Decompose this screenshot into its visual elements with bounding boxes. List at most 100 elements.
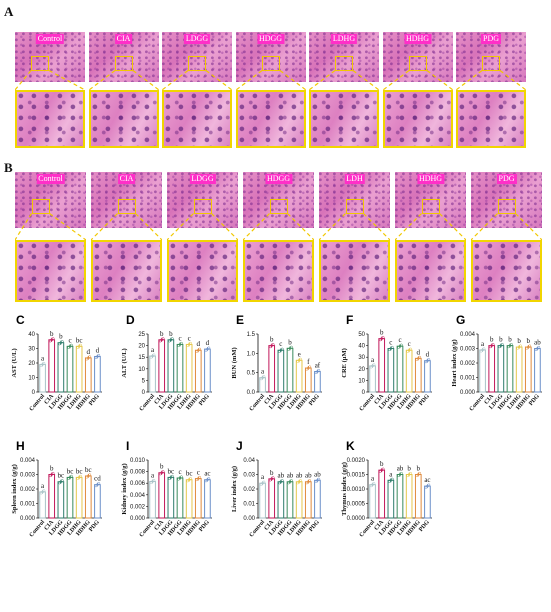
panel-b-tile-label: CIA <box>117 174 136 184</box>
significance-label: a <box>41 482 45 490</box>
data-point <box>482 347 486 351</box>
x-category-label: PDG <box>308 519 321 533</box>
data-point <box>189 341 192 345</box>
data-point <box>400 343 403 347</box>
significance-label: ac <box>204 470 210 478</box>
y-axis-label: Thymus index (g/g) <box>341 462 348 516</box>
data-point <box>180 475 183 479</box>
panel-a-tile-4: HDGG <box>235 32 306 82</box>
bar <box>39 363 46 393</box>
significance-label: ab <box>534 338 541 346</box>
bar <box>194 349 202 393</box>
bar <box>176 477 184 519</box>
significance-label: b <box>59 333 63 341</box>
data-point <box>290 479 293 482</box>
significance-label: b <box>169 330 173 338</box>
y-tick-label: 0 <box>362 390 366 396</box>
chart-c: C 0 10 20 30 40 AST (U/L) a Control b CIA b LDGG c HDG… <box>8 312 108 432</box>
panel-a-roi-box <box>335 55 353 71</box>
panel-a-tile-1: Control <box>15 32 85 82</box>
bar <box>176 343 184 393</box>
significance-label: d <box>96 346 100 354</box>
bar <box>75 345 83 393</box>
chart-i: I 0.000 0.002 0.004 0.006 0.008 0.010 Kidney in… <box>118 438 218 558</box>
bar <box>314 371 321 393</box>
significance-label: d <box>417 348 421 356</box>
bar <box>405 349 413 393</box>
y-tick-label: 0.002 <box>130 504 146 510</box>
significance-label: b <box>527 337 531 345</box>
bar <box>149 480 156 519</box>
data-point <box>207 346 211 350</box>
panel-a-tile-label: CIA <box>114 34 133 44</box>
bar <box>369 484 376 519</box>
chart-panel-letter: I <box>126 439 129 453</box>
bar <box>149 355 156 393</box>
bar <box>414 357 422 393</box>
significance-label: ab <box>287 472 294 480</box>
significance-label: ab <box>278 472 285 480</box>
y-tick-label: 0.0010 <box>347 487 366 493</box>
bar <box>204 479 211 519</box>
bar <box>84 357 92 393</box>
significance-label: b <box>50 330 54 338</box>
data-point <box>161 470 165 473</box>
data-point <box>491 343 495 346</box>
panel-b-roi-box <box>117 198 136 214</box>
bar <box>488 345 496 393</box>
data-point <box>537 345 541 349</box>
y-tick-label: 0.02 <box>243 487 255 493</box>
significance-label: b <box>288 338 292 346</box>
panel-a-tile-label: HDGG <box>256 34 285 44</box>
data-point <box>409 471 412 475</box>
chart-k: K 0.0000 0.0005 0.0010 0.0015 0.0020 Thymus in… <box>338 438 438 558</box>
significance-label: ab <box>296 472 303 480</box>
y-tick-label: 0.04 <box>243 458 255 464</box>
chart-panel-letter: D <box>126 313 135 327</box>
significance-label: c <box>178 334 181 342</box>
data-point <box>400 471 403 475</box>
panel-b-tile-label: LDH <box>344 174 365 184</box>
chart-panel-letter: K <box>346 439 355 453</box>
panel-a-zoom-tile-1 <box>15 90 85 148</box>
significance-label: b <box>417 464 421 472</box>
chart-j: J 0.00 0.01 0.02 0.03 0.04 Liver index (g/g) a C… <box>228 438 328 558</box>
data-point <box>88 473 92 477</box>
bar <box>378 338 386 393</box>
panel-a-tile-label: HDHG <box>403 34 432 44</box>
y-tick-label: 0.000 <box>460 390 476 396</box>
significance-label: bc <box>76 336 83 344</box>
bar <box>268 345 276 393</box>
y-tick-label: 30 <box>28 347 35 353</box>
x-category-label: PDG <box>528 393 541 407</box>
significance-label: bc <box>58 472 65 480</box>
panel-a-tile-5: LDHG <box>309 32 379 82</box>
panel-a-tile-label: LDHG <box>330 34 358 44</box>
panel-a-tile-7: PDG <box>456 32 526 82</box>
bar <box>479 349 486 393</box>
significance-label: bc <box>67 467 74 475</box>
data-point <box>42 489 46 493</box>
significance-label: b <box>50 464 54 472</box>
y-tick-label: 0.000 <box>130 516 146 522</box>
panel-a-zoom-tile-2 <box>88 90 159 148</box>
panel-b-tile-label: HDGG <box>264 174 293 184</box>
bar <box>57 342 65 393</box>
panel-a-roi-box <box>188 55 206 71</box>
panel-a-zoom-tile-3 <box>162 90 232 148</box>
panel-a-zoom-tile-7 <box>456 90 526 148</box>
x-category-label: PDG <box>88 393 101 407</box>
y-tick-label: 20 <box>358 367 365 373</box>
data-point <box>88 355 92 359</box>
data-point <box>308 479 312 482</box>
y-tick-label: 0.003 <box>460 347 476 353</box>
bar <box>185 343 193 393</box>
y-tick-label: 0.006 <box>130 481 146 487</box>
x-category-label: PDG <box>418 393 431 407</box>
bar <box>48 339 56 393</box>
significance-label: f <box>307 358 310 366</box>
y-tick-label: 10 <box>138 367 145 373</box>
bar <box>295 359 303 393</box>
data-point <box>519 344 522 348</box>
